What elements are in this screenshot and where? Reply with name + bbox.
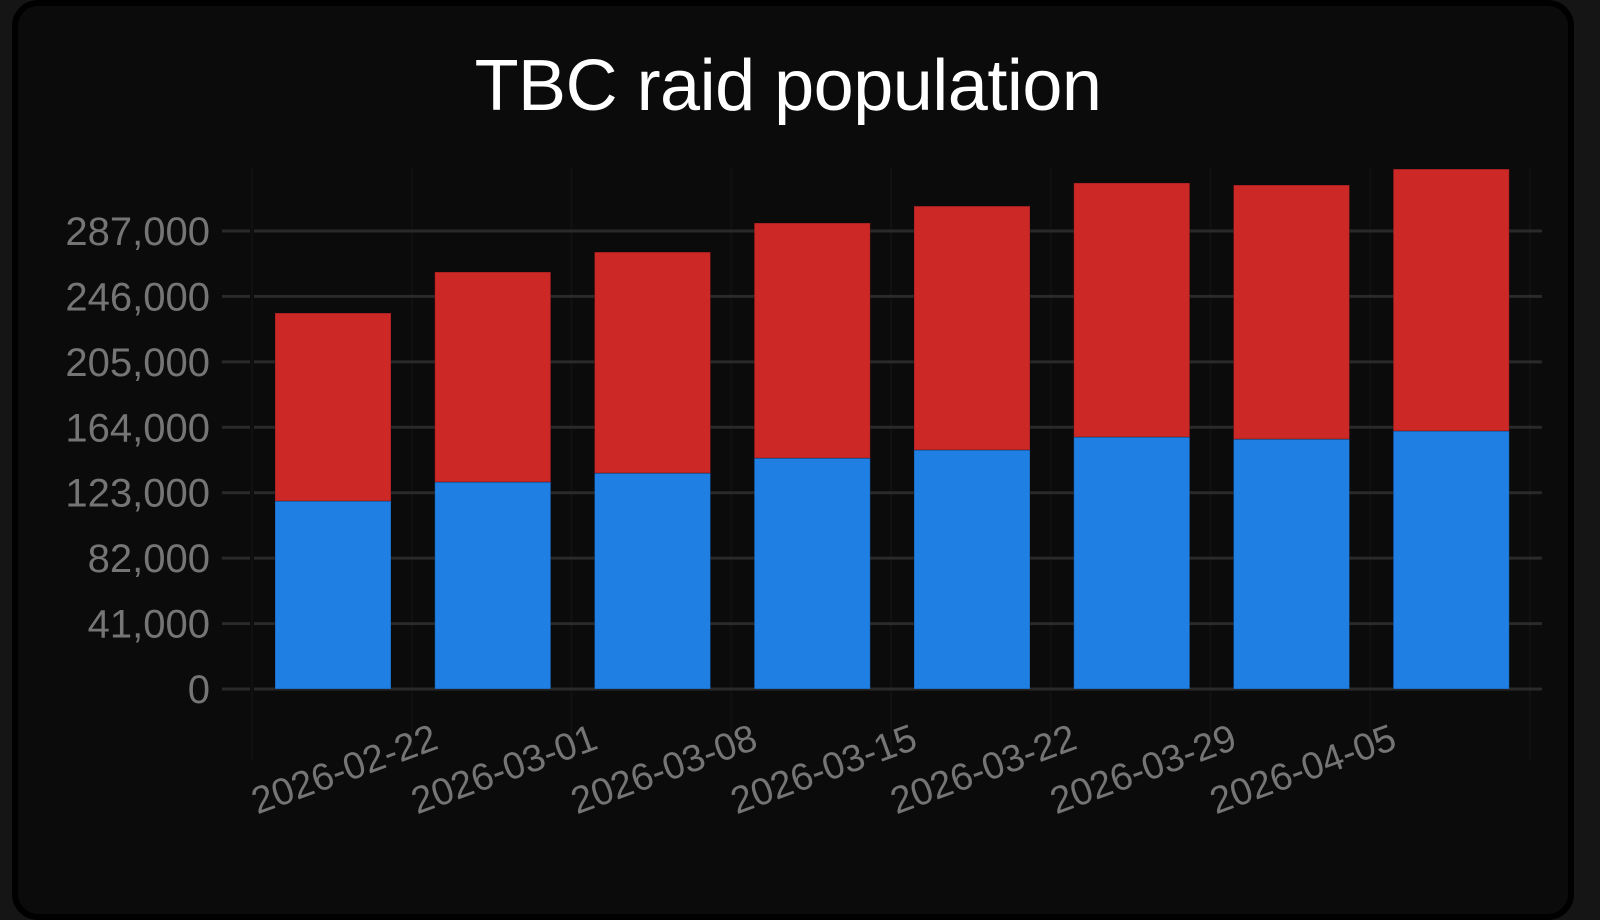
bar-segment: [434, 481, 552, 690]
bar-segment: [1073, 436, 1191, 690]
y-tick-label: 287,000: [65, 210, 210, 254]
bar-stack: [434, 271, 552, 690]
bar-stack: [594, 251, 711, 690]
x-tick-label: 2026-04-05: [1205, 717, 1402, 823]
vertical-gridlines: [251, 168, 1531, 760]
bar-segment: [434, 271, 552, 483]
x-axis: 2026-02-222026-03-012026-03-082026-03-15…: [246, 717, 1402, 823]
bar-segment: [913, 449, 1031, 690]
y-tick-label: 246,000: [65, 275, 210, 319]
bar-segment: [274, 312, 392, 502]
y-tick-label: 123,000: [65, 472, 210, 516]
bar-stack: [1392, 168, 1510, 690]
bar-segment: [1392, 430, 1510, 690]
bar-segment: [1392, 168, 1510, 432]
bar-segment: [913, 205, 1031, 451]
y-tick-label: 41,000: [88, 603, 210, 647]
y-axis: 0 41,000 82,000 123,000 164,000 205,000 246,00…: [65, 210, 250, 712]
stacked-bar-chart: 0 41,000 82,000 123,000 164,000 205,000 246,00…: [65, 168, 1542, 823]
bar-segment: [753, 457, 871, 690]
bar-segment: [594, 251, 711, 474]
bar-segment: [594, 472, 711, 690]
bar-stack: [753, 222, 871, 690]
bar-segment: [753, 222, 871, 459]
y-tick-label: 164,000: [65, 406, 210, 450]
y-tick-label: 0: [188, 668, 210, 712]
bar-segment: [274, 500, 392, 690]
bar-stack: [1233, 184, 1350, 690]
bar-segment: [1073, 182, 1191, 438]
bar-stack: [1073, 182, 1191, 690]
y-tick-label: 205,000: [65, 341, 210, 385]
chart-title: TBC raid population: [474, 46, 1102, 126]
bar-segment: [1233, 184, 1350, 440]
bars: [274, 168, 1510, 690]
y-tick-label: 82,000: [88, 537, 210, 581]
bar-stack: [913, 205, 1031, 690]
bar-segment: [1233, 438, 1350, 690]
bar-stack: [274, 312, 392, 690]
